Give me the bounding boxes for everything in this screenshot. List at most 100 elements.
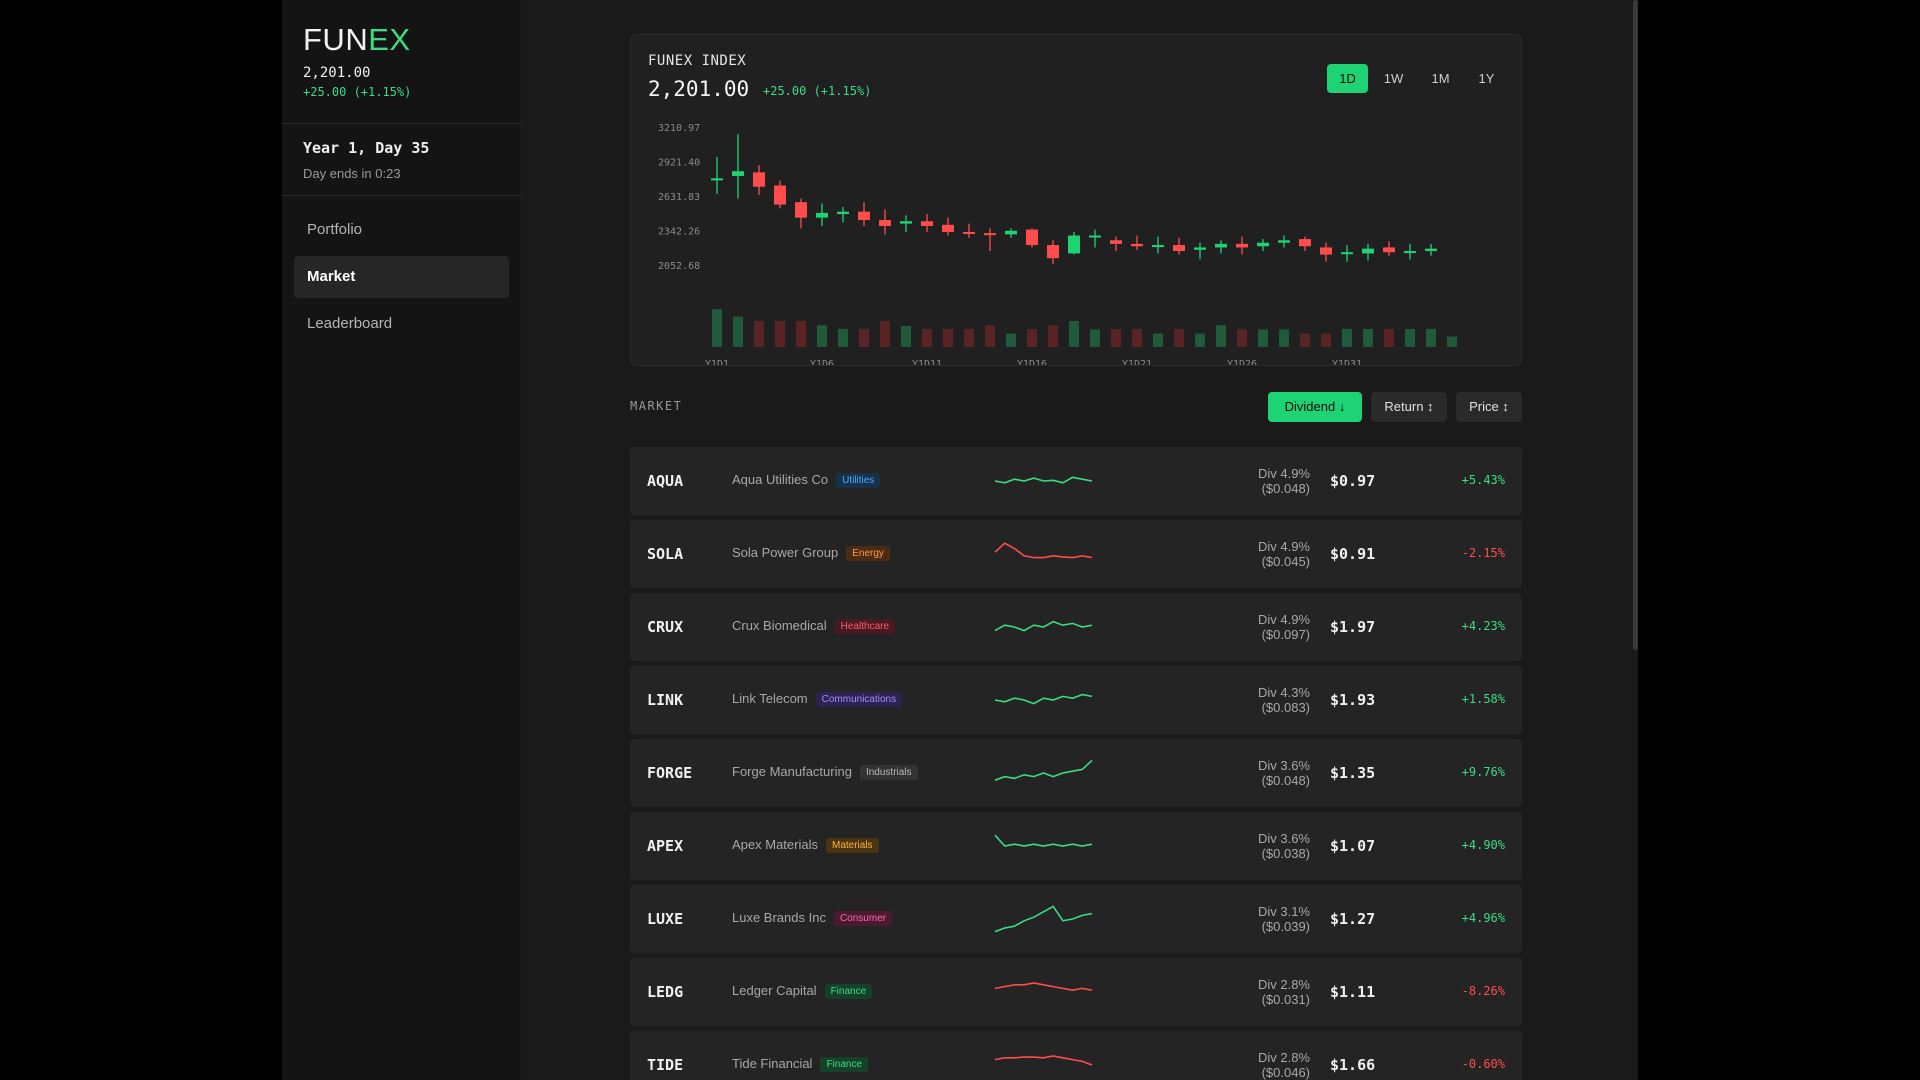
dividend-amount: ($0.097) xyxy=(1261,627,1310,642)
x-tick-label: Y1D31 xyxy=(1332,359,1362,365)
market-row[interactable]: FORGE Forge Manufacturing Industrials Div 3… xyxy=(630,739,1522,807)
volume-bar xyxy=(1237,329,1247,347)
volume-bar xyxy=(1048,325,1058,347)
volume-bar xyxy=(880,320,890,347)
volume-bar xyxy=(1027,329,1037,347)
row-sparkline xyxy=(994,620,1093,632)
dividend-amount: ($0.046) xyxy=(1261,1065,1310,1080)
row-dividend: Div 3.6% ($0.048) xyxy=(1190,758,1310,788)
market-section-label: MARKET xyxy=(630,399,683,413)
sector-badge: Energy xyxy=(846,546,890,561)
nav-market[interactable]: Market xyxy=(294,256,509,298)
sector-badge: Utilities xyxy=(836,473,881,488)
sparkline-path xyxy=(994,759,1093,781)
candle-body xyxy=(753,172,765,187)
candle-body xyxy=(774,185,786,205)
market-row[interactable]: LUXE Luxe Brands Inc Consumer Div 3.1% ($0.0… xyxy=(630,885,1522,953)
candle-body xyxy=(1005,230,1017,235)
market-row[interactable]: TIDE Tide Financial Finance Div 2.8% ($0.046… xyxy=(630,1031,1522,1080)
sort-price-button[interactable]: Price ↕ xyxy=(1456,392,1522,422)
row-ticker: TIDE xyxy=(647,1056,684,1074)
candle-body xyxy=(732,171,744,176)
volume-bar xyxy=(1426,328,1436,347)
x-tick-label: Y1D6 xyxy=(810,359,834,365)
row-sparkline xyxy=(994,542,1093,559)
game-day-title: Year 1, Day 35 xyxy=(303,139,430,157)
range-1y-button[interactable]: 1Y xyxy=(1478,71,1495,86)
market-row[interactable]: LINK Link Telecom Communications Div 4.3% ($… xyxy=(630,666,1522,734)
dividend-amount: ($0.048) xyxy=(1261,481,1310,496)
sort-dividend-button[interactable]: Dividend ↓ xyxy=(1268,392,1362,422)
range-1d-button[interactable]: 1D xyxy=(1327,64,1368,93)
range-1m-button[interactable]: 1M xyxy=(1431,71,1450,86)
volume-bar xyxy=(1153,333,1163,347)
row-ticker: LEDG xyxy=(647,983,684,1001)
volume-bar xyxy=(1132,328,1142,347)
dividend-amount: ($0.031) xyxy=(1261,992,1310,1007)
sidebar-divider xyxy=(282,195,522,196)
x-tick-label: Y1D21 xyxy=(1122,359,1152,365)
candle-body xyxy=(1341,252,1353,255)
row-dividend: Div 4.9% ($0.045) xyxy=(1190,539,1310,569)
sector-badge: Finance xyxy=(820,1057,869,1072)
row-change: +1.58% xyxy=(1461,692,1505,706)
row-dividend: Div 3.1% ($0.039) xyxy=(1190,904,1310,934)
sort-return-button[interactable]: Return ↕ xyxy=(1371,392,1447,422)
company-name-text: Aqua Utilities Co xyxy=(732,472,829,487)
candle-body xyxy=(900,221,912,224)
row-ticker: SOLA xyxy=(647,545,684,563)
x-tick-label: Y1D26 xyxy=(1227,359,1257,365)
row-change: +4.96% xyxy=(1461,911,1505,925)
row-change: +9.76% xyxy=(1461,765,1505,779)
y-tick-label: 2921.40 xyxy=(658,158,700,169)
dividend-yield: Div 3.6% xyxy=(1257,831,1310,846)
dividend-yield: Div 4.9% xyxy=(1257,466,1310,481)
volume-bar xyxy=(1258,329,1268,347)
row-company-name: Apex Materials Materials xyxy=(732,837,879,853)
row-sparkline xyxy=(994,693,1093,705)
nav-portfolio[interactable]: Portfolio xyxy=(307,221,363,238)
volume-bar xyxy=(712,309,722,347)
row-company-name: Luxe Brands Inc Consumer xyxy=(732,910,893,926)
volume-bar xyxy=(1090,329,1100,347)
x-tick-label: Y1D1 xyxy=(705,359,729,365)
market-row[interactable]: SOLA Sola Power Group Energy Div 4.9% ($0.04… xyxy=(630,520,1522,588)
candle-body xyxy=(1425,248,1437,252)
candle-body xyxy=(1362,248,1374,254)
dividend-yield: Div 2.8% xyxy=(1257,977,1310,992)
x-tick-label: Y1D11 xyxy=(912,359,942,365)
row-dividend: Div 4.3% ($0.083) xyxy=(1190,685,1310,715)
candle-body xyxy=(1047,245,1059,259)
market-row[interactable]: APEX Apex Materials Materials Div 3.6% ($0.0… xyxy=(630,812,1522,880)
range-1w-button[interactable]: 1W xyxy=(1383,71,1404,86)
volume-bar xyxy=(796,320,806,347)
market-row[interactable]: AQUA Aqua Utilities Co Utilities Div 4.9% ($… xyxy=(630,447,1522,515)
sparkline-path xyxy=(994,982,1093,992)
row-ticker: LUXE xyxy=(647,910,684,928)
app-window: FUNEX 2,201.00 +25.00 (+1.15%) Year 1, D… xyxy=(282,0,1638,1080)
row-sparkline xyxy=(994,834,1093,847)
row-dividend: Div 4.9% ($0.048) xyxy=(1190,466,1310,496)
volume-bar xyxy=(1006,333,1016,347)
sidebar-index-change: +25.00 (+1.15%) xyxy=(303,85,412,99)
row-price: $0.97 xyxy=(1330,472,1376,490)
candle-body xyxy=(942,224,954,232)
volume-bar xyxy=(1174,328,1184,347)
row-dividend: Div 2.8% ($0.046) xyxy=(1190,1050,1310,1080)
scrollbar[interactable] xyxy=(1633,0,1638,650)
dividend-yield: Div 4.9% xyxy=(1257,539,1310,554)
dividend-yield: Div 4.3% xyxy=(1257,685,1310,700)
candle-body xyxy=(1173,245,1185,252)
candle-body xyxy=(921,221,933,227)
dividend-yield: Div 3.6% xyxy=(1257,758,1310,773)
market-row[interactable]: CRUX Crux Biomedical Healthcare Div 4.9% ($0… xyxy=(630,593,1522,661)
candle-body xyxy=(1236,243,1248,248)
nav-leaderboard[interactable]: Leaderboard xyxy=(307,315,393,332)
candle-body xyxy=(1278,240,1290,243)
y-tick-label: 2342.26 xyxy=(658,227,700,238)
row-sparkline xyxy=(994,476,1093,484)
row-ticker: CRUX xyxy=(647,618,684,636)
dividend-yield: Div 4.9% xyxy=(1257,612,1310,627)
volume-bar xyxy=(817,325,827,347)
market-row[interactable]: LEDG Ledger Capital Finance Div 2.8% ($0.031… xyxy=(630,958,1522,1026)
